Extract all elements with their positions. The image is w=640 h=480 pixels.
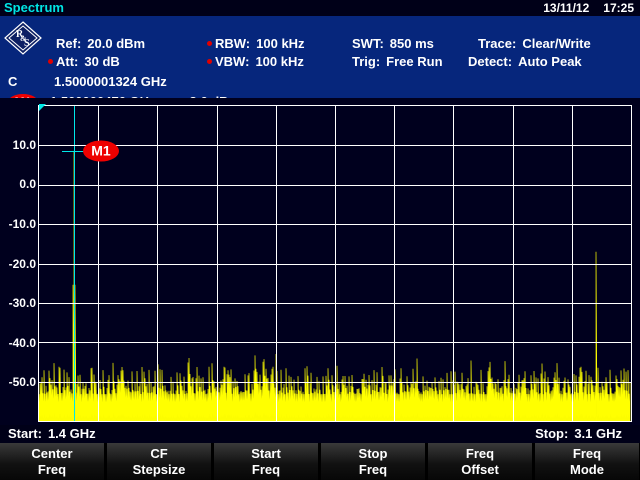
grid-horizontal-line [39,342,631,343]
grid-vertical-line [453,106,454,421]
measurement-header: R & S Ref: 20.0 dBm Att: 30 dB RBW: 100 kHz… [0,16,640,110]
trace-mode-field[interactable]: Trace: Clear/Write [478,36,591,51]
y-axis-tick: 10.0 [12,137,36,152]
ref-level-value: 20.0 dBm [87,36,146,51]
marker-vertical-line [74,106,75,421]
rohde-schwarz-logo-icon: R & S [4,21,42,55]
softkey-center-freq[interactable]: Center Freq [0,443,105,480]
softkey-line1: CF [150,445,168,461]
date-time-display: 13/11/12 17:25 [543,1,634,15]
trig-value: Free Run [386,54,443,69]
trigger-field[interactable]: Trig: Free Run [352,54,443,69]
y-axis-tick: -30.0 [8,296,36,311]
trace-start-triangle-icon [39,104,46,111]
softkey-cf-stepsize[interactable]: CF Stepsize [107,443,212,480]
grid-vertical-line [394,106,395,421]
rbw-key: RBW: [215,36,251,51]
plot-grid[interactable] [38,105,632,422]
y-axis-tick: -40.0 [8,335,36,350]
softkey-stop-freq[interactable]: Stop Freq [321,443,426,480]
softkey-freq-offset[interactable]: Freq Offset [428,443,533,480]
softkey-line2: Stepsize [132,461,186,477]
softkey-start-freq[interactable]: Start Freq [214,443,319,480]
att-key: Att: [56,54,79,69]
softkey-line1: Start [251,445,281,461]
svg-text:&: & [20,34,27,43]
softkey-line2: Mode [570,461,604,477]
grid-horizontal-line [39,224,631,225]
grid-horizontal-line [39,145,631,146]
softkey-line1: Stop [358,445,388,461]
softkey-line2: Freq [37,461,67,477]
softkey-freq-mode[interactable]: Freq Mode [535,443,640,480]
vbw-value: 100 kHz [255,54,304,69]
stop-frequency-field[interactable]: Stop: 3.1 GHz [535,426,622,441]
grid-vertical-line [513,106,514,421]
softkey-line2: Freq [251,461,281,477]
swt-value: 850 ms [389,36,434,51]
start-frequency-field[interactable]: Start: 1.4 GHz [8,426,96,441]
grid-vertical-line [335,106,336,421]
grid-vertical-line [98,106,99,421]
grid-horizontal-line [39,382,631,383]
detect-value: Auto Peak [518,54,582,69]
att-value: 30 dB [84,54,120,69]
softkey-line1: Freq [572,445,602,461]
y-axis-tick: -20.0 [8,256,36,271]
trig-key: Trig: [352,54,381,69]
softkey-line1: Center [31,445,73,461]
y-axis-tick: 0.0 [19,177,36,192]
softkey-line2: Freq [358,461,388,477]
start-value: 1.4 GHz [47,426,96,441]
y-axis-tick: -10.0 [8,216,36,231]
spectrum-plot-area[interactable]: 10.0 0.0 -10.0 -20.0 -30.0 -40.0 -50.0 M1 [0,98,640,425]
center-freq-value: 1.5000001324 GHz [54,74,167,89]
softkey-line1: Freq [465,445,495,461]
vbw-bullet-icon [207,59,212,65]
grid-vertical-line [157,106,158,421]
swt-key: SWT: [352,36,384,51]
start-key: Start: [8,426,42,441]
attenuation-field[interactable]: Att: 30 dB [48,54,120,69]
trace-value: Clear/Write [522,36,591,51]
ref-level-field[interactable]: Ref: 20.0 dBm [56,36,145,51]
detector-field[interactable]: Detect: Auto Peak [468,54,582,69]
rbw-field[interactable]: RBW: 100 kHz [207,36,305,51]
grid-vertical-line [572,106,573,421]
rbw-bullet-icon [207,41,212,47]
trace-key: Trace: [478,36,517,51]
sweep-time-field[interactable]: SWT: 850 ms [352,36,434,51]
softkey-bar: Center Freq CF Stepsize Start Freq Stop Freq Fre… [0,443,640,480]
grid-vertical-line [276,106,277,421]
span-bar: Start: 1.4 GHz Stop: 3.1 GHz [0,425,640,443]
grid-horizontal-line [39,303,631,304]
center-freq-label: C [8,74,18,89]
ref-level-key: Ref: [56,36,82,51]
title-bar: Spectrum 13/11/12 17:25 [0,0,640,16]
grid-horizontal-line [39,264,631,265]
vbw-field[interactable]: VBW: 100 kHz [207,54,304,69]
detect-key: Detect: [468,54,513,69]
grid-horizontal-line [39,185,631,186]
y-axis: 10.0 0.0 -10.0 -20.0 -30.0 -40.0 -50.0 [0,98,38,425]
y-axis-tick: -50.0 [8,375,36,390]
att-bullet-icon [48,59,53,65]
stop-value: 3.1 GHz [574,426,622,441]
rbw-value: 100 kHz [256,36,305,51]
softkey-line2: Offset [461,461,499,477]
center-frequency-readout: C 1.5000001324 GHz [8,74,167,89]
vbw-key: VBW: [215,54,250,69]
svg-text:S: S [24,38,30,49]
app-title: Spectrum [4,0,64,15]
marker-badge-plot-m1[interactable]: M1 [83,140,119,162]
date-label: 13/11/12 [543,1,590,15]
marker-horizontal-line [62,151,84,152]
time-label: 17:25 [603,1,634,15]
grid-vertical-line [217,106,218,421]
svg-text:R: R [16,29,24,40]
stop-key: Stop: [535,426,569,441]
